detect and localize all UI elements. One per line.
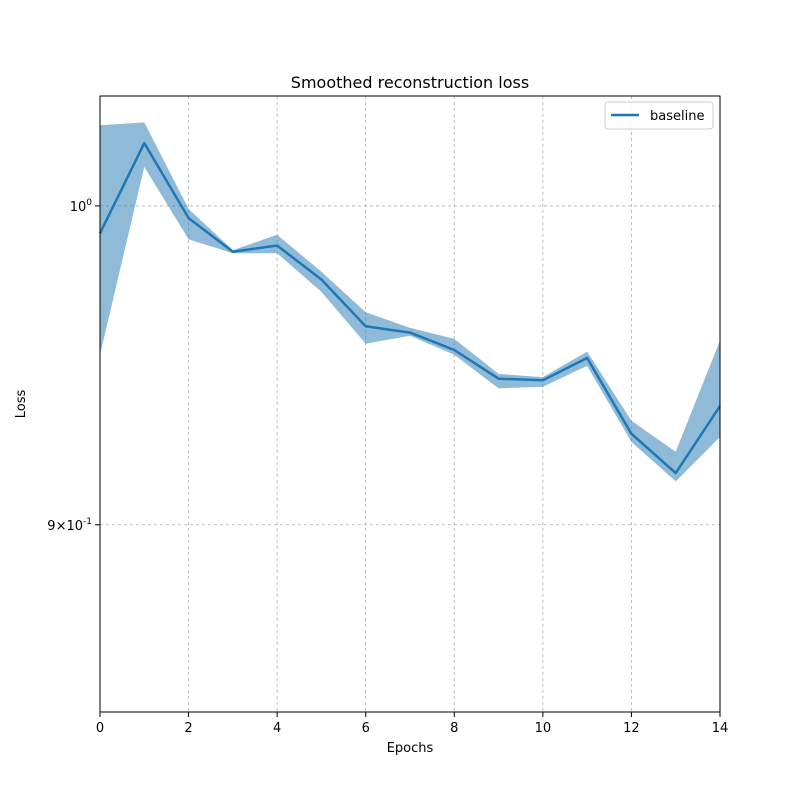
- band-baseline: [100, 122, 720, 482]
- chart-title: Smoothed reconstruction loss: [291, 73, 529, 92]
- plot-frame: [99, 95, 721, 713]
- x-tick-label: 14: [712, 721, 729, 736]
- y-axis-label: Loss: [14, 390, 29, 419]
- x-tick-label: 8: [450, 721, 458, 736]
- legend-box: [604, 101, 714, 130]
- line-baseline: [98, 141, 722, 475]
- x-tick-label: 12: [623, 721, 640, 736]
- legend: baseline: [604, 101, 714, 130]
- legend-label-baseline: baseline: [650, 109, 704, 124]
- x-tick-label: 10: [535, 721, 552, 736]
- y-axis-ticks: 100 9×10-1: [47, 198, 100, 534]
- x-axis-ticks: 0 2 4 6 8 10 12 14: [96, 712, 728, 736]
- plot-area: [100, 96, 720, 712]
- x-tick-label: 0: [96, 721, 104, 736]
- x-axis-label: Epochs: [387, 741, 434, 756]
- y-tick-label: 9×10-1: [47, 517, 92, 534]
- grid-lines: [100, 96, 720, 712]
- x-tick-label: 2: [184, 721, 192, 736]
- x-tick-label: 6: [362, 721, 370, 736]
- y-tick-label: 100: [70, 198, 93, 215]
- x-tick-label: 4: [273, 721, 281, 736]
- confidence-bands: [100, 122, 720, 482]
